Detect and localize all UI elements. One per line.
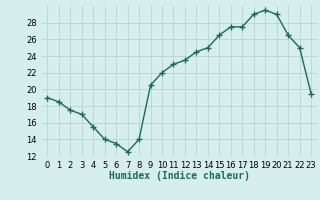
X-axis label: Humidex (Indice chaleur): Humidex (Indice chaleur): [109, 171, 250, 181]
